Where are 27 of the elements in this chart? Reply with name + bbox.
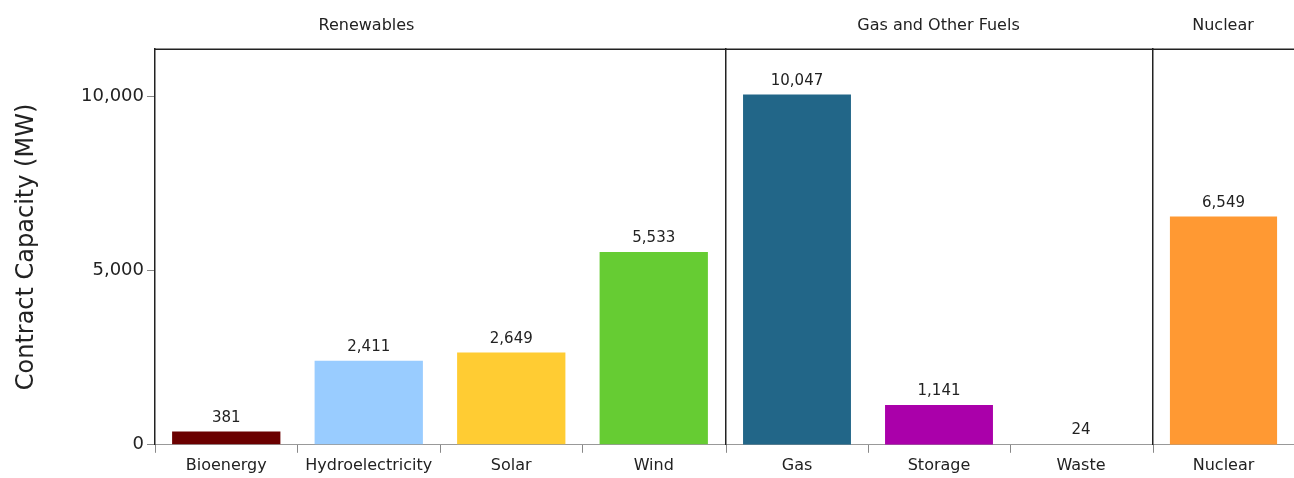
data-label: 6,549 bbox=[1202, 192, 1245, 211]
x-tick-label: Nuclear bbox=[1192, 454, 1255, 474]
y-tick-label: 10,000 bbox=[81, 83, 144, 105]
x-tick-label: Bioenergy bbox=[185, 454, 267, 474]
data-label: 381 bbox=[211, 407, 241, 426]
y-tick-label: 5,000 bbox=[92, 258, 144, 280]
x-tick-label: Hydroelectricity bbox=[305, 454, 433, 474]
x-tick-label: Storage bbox=[907, 454, 971, 474]
x-tick-label: Gas bbox=[781, 454, 813, 474]
data-label: 1,141 bbox=[917, 381, 961, 400]
chart-title: Gas and Other Fuels bbox=[857, 14, 1020, 34]
bar bbox=[457, 352, 566, 445]
data-label: 2,411 bbox=[347, 337, 391, 356]
chart-title: Renewables bbox=[318, 14, 415, 34]
y-tick-label: 0 bbox=[132, 432, 144, 454]
bar bbox=[172, 431, 281, 445]
bar bbox=[599, 251, 708, 445]
data-label: 24 bbox=[1071, 420, 1091, 439]
data-label: 10,047 bbox=[770, 71, 824, 90]
y-axis-title: Contract Capacity (MW) bbox=[10, 103, 39, 391]
bar bbox=[314, 360, 423, 445]
x-tick-label: Wind bbox=[633, 454, 674, 474]
data-label: 2,649 bbox=[489, 328, 533, 347]
x-tick-label: Solar bbox=[490, 454, 533, 474]
data-label: 5,533 bbox=[632, 228, 676, 247]
x-tick-label: Waste bbox=[1056, 454, 1106, 474]
chart-title: Nuclear bbox=[1192, 14, 1255, 34]
